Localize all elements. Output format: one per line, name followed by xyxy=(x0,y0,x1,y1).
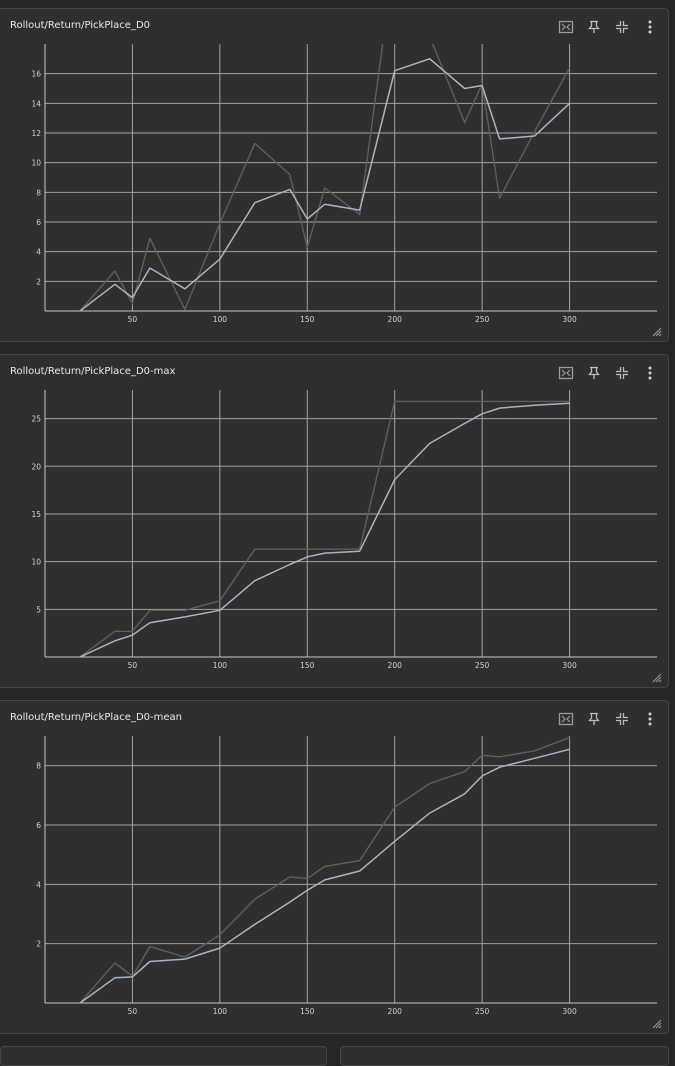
chart-title: Rollout/Return/PickPlace_D0-mean xyxy=(10,712,182,723)
chart-card-3: Rollout/Return/PickPlace_D0-mean 50 100 150… xyxy=(0,700,669,1034)
more-vert-button[interactable] xyxy=(640,364,660,382)
next-card-stub-left xyxy=(0,1046,327,1066)
x-tick-label: 300 xyxy=(562,315,577,324)
chart-title: Rollout/Return/PickPlace_D0-max xyxy=(10,366,176,377)
line-chart: 50 100 150 200 250 300 2 4 6 8 10 12 14 16 xyxy=(31,44,657,324)
pin-button[interactable] xyxy=(584,710,604,728)
fit-domain-icon xyxy=(558,20,574,34)
next-card-stub-right xyxy=(340,1046,669,1066)
fit-domain-button[interactable] xyxy=(556,18,576,36)
y-tick-label: 6 xyxy=(36,218,41,227)
line-chart: 50 100 150 200 250 300 5 10 15 20 25 xyxy=(31,390,657,670)
x-tick-label: 200 xyxy=(388,1007,403,1016)
raw-series-line xyxy=(79,44,571,311)
x-tick-label: 150 xyxy=(300,1007,315,1016)
collapse-icon xyxy=(616,367,628,379)
more-vert-icon xyxy=(648,20,652,34)
y-tick-label: 2 xyxy=(36,277,41,286)
resize-handle-icon[interactable] xyxy=(652,673,662,683)
x-tick-label: 200 xyxy=(388,315,403,324)
card-toolbar xyxy=(548,18,660,36)
collapse-icon xyxy=(616,21,628,33)
smoothed-series-line xyxy=(79,748,570,1003)
x-tick-label: 300 xyxy=(562,1007,577,1016)
pin-icon xyxy=(588,366,600,379)
fit-domain-icon xyxy=(558,366,574,380)
y-tick-label: 16 xyxy=(31,70,41,79)
y-tick-label: 4 xyxy=(36,248,41,257)
chart-card-2: Rollout/Return/PickPlace_D0-max 50 100 150 2… xyxy=(0,354,669,688)
x-tick-label: 150 xyxy=(300,661,315,670)
y-tick-label: 2 xyxy=(36,940,41,949)
grid xyxy=(45,736,657,1003)
x-tick-label: 100 xyxy=(213,315,228,324)
y-tick-label: 20 xyxy=(31,462,41,471)
y-tick-label: 6 xyxy=(36,821,41,830)
smoothed-series-line xyxy=(79,402,570,657)
y-tick-label: 10 xyxy=(31,159,41,168)
y-tick-label: 14 xyxy=(31,99,41,108)
y-tick-label: 8 xyxy=(36,762,41,771)
y-tick-label: 8 xyxy=(36,188,41,197)
card-toolbar xyxy=(548,710,660,728)
x-tick-label: 50 xyxy=(128,1007,138,1016)
x-tick-label: 250 xyxy=(475,661,490,670)
x-tick-label: 150 xyxy=(300,315,315,324)
y-tick-label: 10 xyxy=(31,558,41,567)
grid xyxy=(45,44,657,311)
x-tick-label: 100 xyxy=(213,661,228,670)
fit-domain-button[interactable] xyxy=(556,364,576,382)
x-tick-label: 250 xyxy=(475,315,490,324)
y-tick-label: 25 xyxy=(31,415,41,424)
pin-icon xyxy=(588,20,600,33)
y-tick-label: 12 xyxy=(31,129,41,138)
y-tick-label: 5 xyxy=(36,605,41,614)
more-vert-icon xyxy=(648,712,652,726)
y-tick-label: 4 xyxy=(36,880,41,889)
collapse-button[interactable] xyxy=(612,710,632,728)
resize-handle-icon[interactable] xyxy=(652,327,662,337)
collapse-icon xyxy=(616,713,628,725)
chart-title: Rollout/Return/PickPlace_D0 xyxy=(10,20,150,31)
collapse-button[interactable] xyxy=(612,364,632,382)
x-tick-label: 50 xyxy=(128,661,138,670)
line-chart: 50 100 150 200 250 300 2 4 6 8 xyxy=(36,736,657,1016)
x-tick-label: 100 xyxy=(213,1007,228,1016)
y-tick-label: 15 xyxy=(31,510,41,519)
x-tick-label: 50 xyxy=(128,315,138,324)
x-tick-label: 300 xyxy=(562,661,577,670)
x-tick-label: 200 xyxy=(388,661,403,670)
resize-handle-icon[interactable] xyxy=(652,1019,662,1029)
chart-card-1: Rollout/Return/PickPlace_D0 50 100 150 200 25… xyxy=(0,8,669,342)
pin-button[interactable] xyxy=(584,364,604,382)
fit-domain-button[interactable] xyxy=(556,710,576,728)
raw-series-line xyxy=(79,736,570,1003)
more-vert-button[interactable] xyxy=(640,710,660,728)
pin-button[interactable] xyxy=(584,18,604,36)
grid xyxy=(45,390,657,657)
pin-icon xyxy=(588,712,600,725)
smoothed-series-line xyxy=(79,58,571,311)
x-tick-label: 250 xyxy=(475,1007,490,1016)
more-vert-icon xyxy=(648,366,652,380)
fit-domain-icon xyxy=(558,712,574,726)
card-toolbar xyxy=(548,364,660,382)
collapse-button[interactable] xyxy=(612,18,632,36)
more-vert-button[interactable] xyxy=(640,18,660,36)
raw-series-line xyxy=(79,400,570,657)
